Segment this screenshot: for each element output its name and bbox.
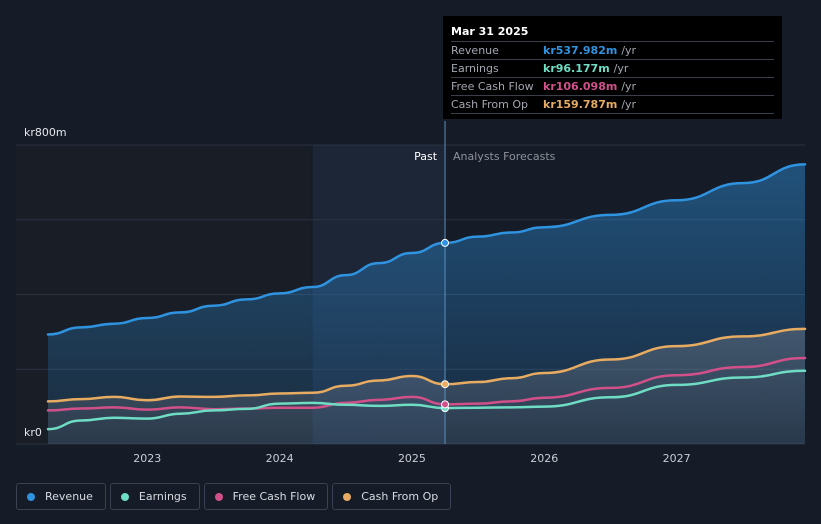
- legend-item-cash-from-op[interactable]: Cash From Op: [332, 483, 452, 510]
- x-tick-label: 2024: [266, 452, 294, 465]
- tooltip-value: kr159.787m: [543, 98, 618, 111]
- forecast-label: Analysts Forecasts: [453, 150, 556, 163]
- legend-dot-icon: [27, 492, 35, 501]
- tooltip-unit: /yr: [613, 62, 629, 75]
- free-cash-flow-line: [46, 356, 807, 412]
- legend-label: Cash From Op: [361, 490, 439, 503]
- tooltip-row-revenue: Revenue kr537.982m /yr: [451, 41, 774, 59]
- legend-label: Free Cash Flow: [232, 490, 316, 503]
- legend-dot-icon: [120, 492, 129, 501]
- tooltip-unit: /yr: [621, 44, 637, 57]
- tooltip-unit: /yr: [621, 80, 637, 93]
- y-axis-max-label: kr800m: [24, 126, 67, 139]
- x-tick-label: 2023: [133, 452, 161, 465]
- tooltip-value: kr106.098m: [543, 80, 618, 93]
- legend-dot-icon: [214, 492, 223, 501]
- tooltip-value: kr96.177m: [543, 62, 610, 75]
- legend-label: Earnings: [138, 490, 187, 503]
- tooltip-label: Earnings: [451, 62, 499, 75]
- legend-item-revenue[interactable]: Revenue: [16, 483, 106, 510]
- cash-from-op-line: [46, 327, 807, 403]
- tooltip-unit: /yr: [621, 98, 637, 111]
- free-cash-flow-marker: [441, 400, 450, 409]
- earnings-line: [46, 369, 807, 431]
- cash-from-op-area: [48, 328, 805, 444]
- tooltip-row-cash-from-op: Cash From Op kr159.787m /yr: [451, 95, 774, 114]
- tooltip-label: Free Cash Flow: [451, 80, 534, 93]
- revenue-line: [46, 163, 807, 336]
- legend-dot-icon: [343, 492, 352, 501]
- legend: Revenue Earnings Free Cash Flow Cash Fro…: [16, 483, 452, 510]
- cash-from-op-marker: [441, 380, 450, 389]
- x-tick-label: 2025: [398, 452, 426, 465]
- tooltip-row-free-cash-flow: Free Cash Flow kr106.098m /yr: [451, 77, 774, 95]
- legend-item-free-cash-flow[interactable]: Free Cash Flow: [203, 483, 329, 510]
- tooltip-value: kr537.982m: [543, 44, 618, 57]
- x-tick-label: 2026: [530, 452, 558, 465]
- x-tick-label: 2027: [663, 452, 691, 465]
- tooltip-date: Mar 31 2025: [451, 25, 529, 38]
- tooltip-row-earnings: Earnings kr96.177m /yr: [451, 59, 774, 77]
- tooltip: Mar 31 2025 Revenue kr537.982m /yr Earni…: [443, 16, 782, 119]
- legend-item-earnings[interactable]: Earnings: [109, 483, 200, 510]
- tooltip-label: Cash From Op: [451, 98, 529, 111]
- legend-label: Revenue: [45, 490, 93, 503]
- revenue-marker: [441, 238, 450, 247]
- past-label: Past: [414, 150, 438, 163]
- tooltip-label: Revenue: [451, 44, 499, 57]
- y-axis-min-label: kr0: [24, 426, 42, 439]
